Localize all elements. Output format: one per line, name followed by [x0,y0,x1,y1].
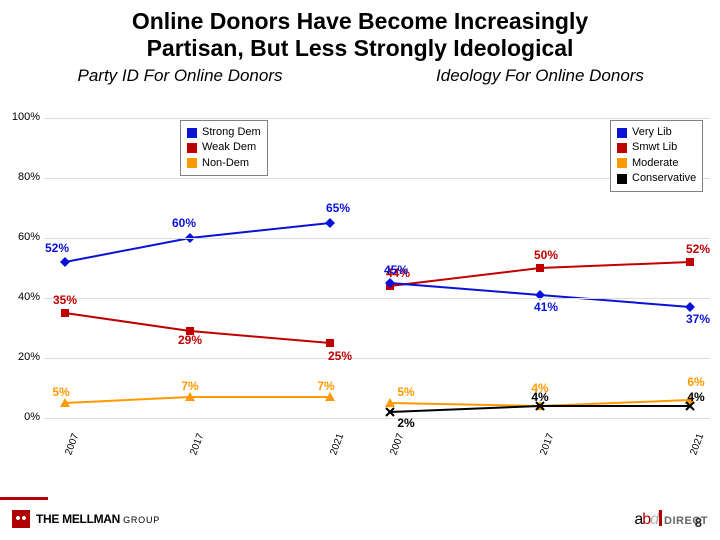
data-label: 37% [686,312,710,326]
y-tick-label: 20% [10,351,40,363]
data-label: 4% [531,390,548,404]
data-label: 5% [397,385,414,399]
legend-swatch [617,143,627,153]
page-number: 8 [695,515,702,530]
data-marker [325,218,335,228]
gridline [44,118,710,119]
legend-swatch [187,128,197,138]
series-line [65,223,330,262]
y-tick-label: 100% [10,111,40,123]
chart-lines [10,108,710,468]
data-label: 65% [326,201,350,215]
gridline [44,298,710,299]
legend-label: Weak Dem [202,140,256,155]
right-panel-title: Ideology For Online Donors [360,66,720,86]
mellman-text: THE MELLMAN GROUP [36,512,160,526]
data-marker [686,258,694,266]
data-label: 2% [397,416,414,430]
data-marker [326,339,334,347]
footer: THE MELLMAN GROUP abdDIRECT [0,498,720,540]
gridline [44,418,710,419]
data-label: 50% [534,248,558,262]
y-tick-label: 60% [10,231,40,243]
legend-label: Non-Dem [202,156,249,171]
y-tick-label: 40% [10,291,40,303]
title-line1: Online Donors Have Become Increasingly [20,8,700,35]
legend-label: Moderate [632,156,678,171]
data-label: 6% [687,375,704,389]
legend-label: Smwt Lib [632,140,677,155]
legend-label: Strong Dem [202,125,261,140]
legend-swatch [617,128,627,138]
data-label: 29% [178,333,202,347]
legend-swatch [187,158,197,168]
data-marker [685,302,695,312]
legend-swatch [617,174,627,184]
data-label: 52% [45,241,69,255]
legend-swatch [187,143,197,153]
gridline [44,238,710,239]
legend-label: Very Lib [632,125,672,140]
data-marker [60,257,70,267]
legend-label: Conservative [632,171,696,186]
y-tick-label: 0% [10,411,40,423]
series-line [65,397,330,403]
data-label: 52% [686,242,710,256]
data-label: 25% [328,349,352,363]
data-label: 45% [384,263,408,277]
subtitles: Party ID For Online Donors Ideology For … [0,64,720,86]
mellman-logo: THE MELLMAN GROUP [12,510,160,528]
left-panel-title: Party ID For Online Donors [0,66,360,86]
chart-area: 0%20%40%60%80%100%200720172021Strong Dem… [10,108,710,468]
legend-swatch [617,158,627,168]
legend: Very LibSmwt LibModerateConservative [610,120,703,192]
data-label: 35% [53,293,77,307]
data-label: 60% [172,216,196,230]
legend: Strong DemWeak DemNon-Dem [180,120,268,176]
y-tick-label: 80% [10,171,40,183]
data-label: 7% [181,379,198,393]
title-line2: Partisan, But Less Strongly Ideological [20,35,700,62]
slide-title: Online Donors Have Become Increasingly P… [0,0,720,64]
data-label: 41% [534,300,558,314]
data-marker [61,309,69,317]
data-label: 7% [317,379,334,393]
data-label: 5% [52,385,69,399]
data-marker [536,264,544,272]
mellman-icon [12,510,30,528]
gridline [44,358,710,359]
data-label: 4% [687,390,704,404]
slide: { "title_line1": "Online Donors Have Bec… [0,0,720,540]
